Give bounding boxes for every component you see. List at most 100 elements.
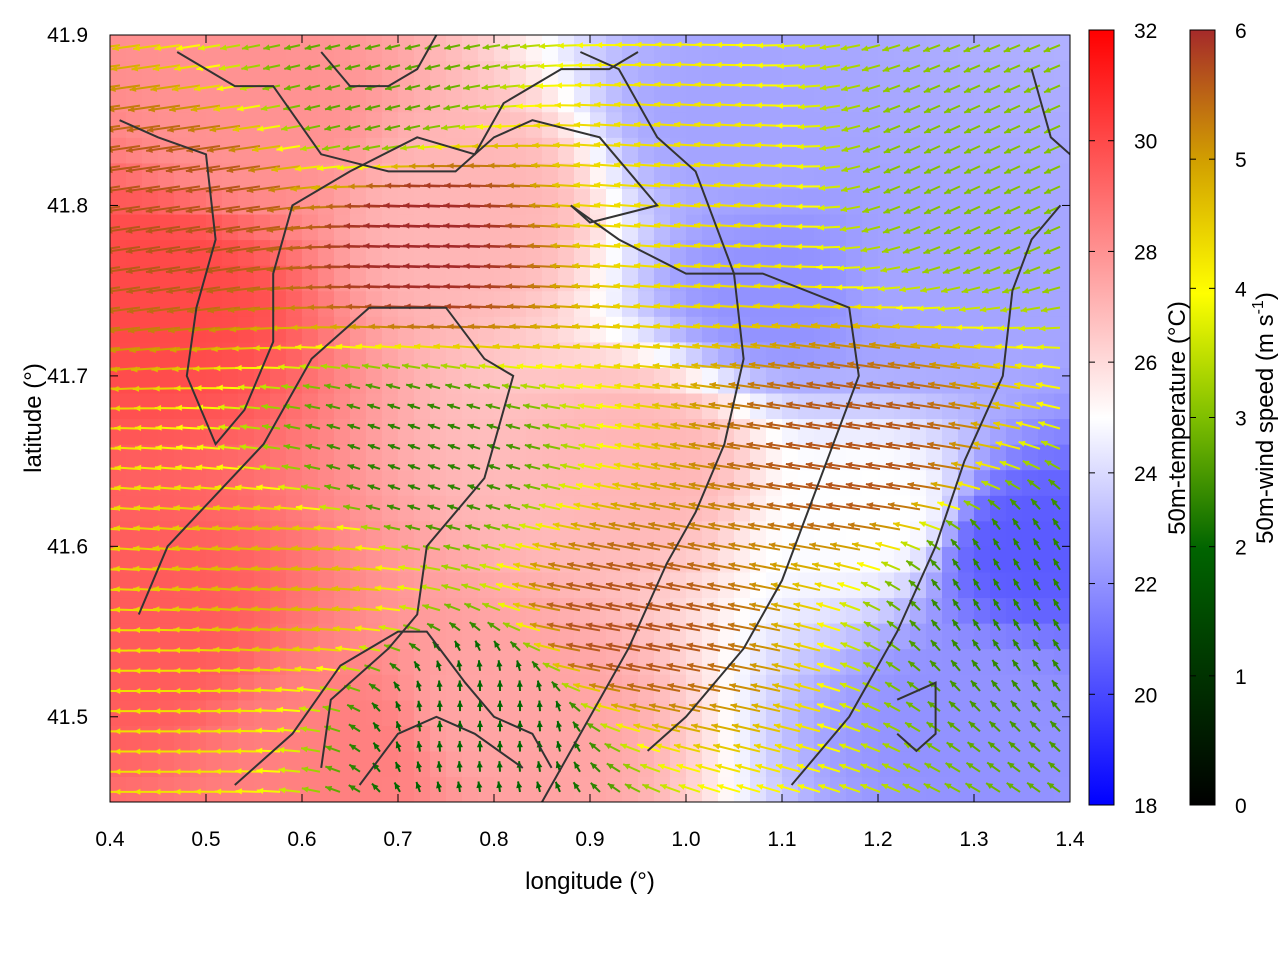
wind-vector-head — [749, 582, 757, 589]
heat-cell — [414, 162, 431, 189]
wind-vector-head — [510, 641, 518, 649]
heat-cell — [1038, 571, 1055, 599]
wind-vector-head — [383, 242, 390, 249]
heat-cell — [846, 60, 863, 87]
wind-vector-head — [286, 245, 293, 252]
wind-vector-head — [771, 322, 779, 329]
heat-cell — [702, 418, 719, 445]
wind-vector-head — [654, 161, 661, 168]
wind-vector-head — [865, 441, 873, 448]
wind-vector-head — [862, 86, 870, 92]
wind-vector-head — [712, 322, 720, 329]
heat-cell — [718, 469, 735, 496]
wind-vector-head — [461, 583, 469, 590]
wind-vector-head — [134, 728, 141, 735]
wind-vector-head — [453, 143, 460, 150]
wind-vector-head — [253, 504, 260, 511]
wind-vector-head — [416, 741, 423, 748]
wind-vector-head — [670, 442, 677, 449]
wind-vector-head — [441, 124, 448, 131]
wind-vector-head — [596, 422, 604, 429]
wind-vector-head — [126, 288, 133, 295]
wind-vector-head — [666, 602, 673, 609]
heat-cell — [222, 265, 239, 292]
heat-cell — [446, 571, 463, 599]
wind-vector-head — [371, 702, 379, 710]
wind-vector-head — [174, 748, 181, 755]
wind-vector-head — [535, 102, 542, 109]
wind-vector-head — [900, 541, 908, 548]
wind-vector-head — [866, 502, 874, 509]
wind-vector-head — [153, 667, 161, 674]
wind-vector-head — [686, 662, 694, 669]
heat-cell — [366, 546, 383, 573]
heat-cell — [142, 60, 159, 87]
wind-vector-head — [397, 584, 405, 591]
wind-vector-head — [133, 45, 140, 52]
wind-vector-head — [556, 741, 562, 748]
heat-cell — [238, 60, 255, 87]
heat-cell — [654, 213, 671, 241]
heat-cell — [510, 392, 527, 420]
heat-cell — [238, 571, 255, 599]
heat-cell — [526, 469, 543, 496]
wind-vector-head — [714, 161, 721, 168]
heat-cell — [558, 699, 575, 726]
wind-vector-head — [146, 126, 154, 133]
heat-cell — [702, 86, 719, 113]
wind-vector-head — [361, 363, 369, 370]
heat-cell — [350, 367, 367, 394]
wind-vector-head — [149, 346, 157, 354]
wind-vector-head — [152, 65, 160, 72]
wind-vector-head — [404, 104, 412, 111]
heat-cell — [190, 571, 207, 599]
wind-vector-head — [154, 788, 161, 795]
heat-cell — [894, 35, 911, 62]
wind-vector-head — [445, 383, 453, 390]
heat-cell — [110, 239, 127, 266]
wind-vector-head — [300, 145, 307, 152]
wind-vector-head — [586, 723, 594, 729]
wind-vector-head — [577, 462, 585, 469]
heat-cell — [238, 86, 255, 113]
wind-vector-head — [488, 162, 495, 169]
wind-vector-head — [194, 788, 201, 795]
wind-vector-head — [535, 522, 543, 529]
heat-cell — [174, 750, 191, 778]
heat-cell — [174, 776, 191, 802]
wind-vector-head — [345, 104, 352, 111]
wind-vector-head — [885, 421, 893, 428]
heat-cell — [910, 316, 927, 343]
wind-vector-head — [214, 484, 222, 491]
heat-cell — [782, 597, 799, 624]
wind-vector-head — [813, 303, 820, 310]
heat-cell — [638, 776, 655, 802]
heat-cell — [382, 265, 399, 292]
wind-vector-head — [574, 761, 580, 769]
wind-vector-head — [875, 304, 882, 311]
heat-cell — [382, 188, 399, 215]
heat-cell — [110, 750, 127, 778]
wind-vector-head — [414, 661, 421, 669]
heat-cell — [1006, 444, 1023, 471]
heat-cell — [670, 469, 687, 496]
heat-cell — [718, 265, 735, 292]
heat-cell — [1038, 699, 1055, 726]
wind-vector-head — [769, 341, 777, 348]
wind-vector-head — [776, 122, 783, 129]
wind-vector-head — [614, 101, 621, 108]
wind-vector-head — [194, 728, 201, 735]
wind-vector-head — [165, 207, 173, 214]
heat-cell — [878, 162, 895, 189]
wind-vector-head — [218, 64, 226, 71]
heat-cell — [478, 520, 495, 547]
heat-cell — [622, 137, 639, 164]
wind-vector-head — [611, 703, 618, 710]
wind-vector-head — [841, 146, 849, 153]
wind-vector-head — [555, 700, 562, 708]
wind-vector-head — [283, 423, 291, 430]
heat-cell — [606, 776, 623, 802]
wind-vector-head — [212, 646, 220, 653]
wind-vector-head — [715, 61, 722, 68]
wind-vector-head — [556, 720, 562, 728]
